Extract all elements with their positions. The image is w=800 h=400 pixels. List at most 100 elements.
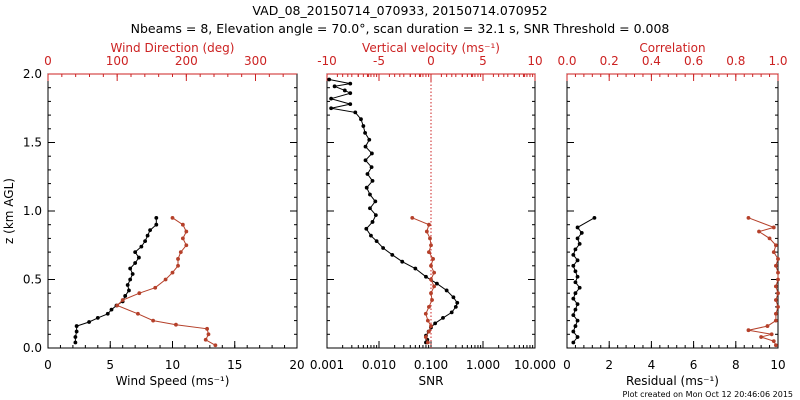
- data-point-correlation: [771, 339, 776, 344]
- data-point-correlation: [776, 270, 780, 275]
- data-point-correlation: [746, 215, 751, 220]
- series-line-residual: [572, 217, 595, 343]
- data-point-snr: [329, 106, 334, 111]
- x-top-tick-label: -10: [317, 54, 337, 68]
- data-point-snr: [374, 239, 379, 244]
- data-point-correlation: [757, 229, 761, 234]
- data-point-vertical-velocity: [427, 305, 431, 309]
- x-top-tick-label: 0.2: [600, 54, 619, 68]
- data-point-snr: [369, 233, 373, 238]
- data-point-wind-direction: [174, 322, 178, 327]
- data-point-snr: [369, 165, 374, 170]
- data-point-snr: [381, 246, 386, 250]
- x-bottom-tick-label: 2: [605, 358, 613, 372]
- data-point-wind-direction: [180, 222, 185, 227]
- data-point-snr: [363, 131, 367, 135]
- data-point-correlation: [773, 298, 778, 302]
- data-point-wind-direction: [115, 303, 120, 308]
- data-point-vertical-velocity: [425, 340, 430, 345]
- data-point-snr: [368, 206, 372, 211]
- data-point-correlation: [771, 250, 776, 255]
- data-point-snr: [373, 213, 378, 218]
- data-point-vertical-velocity: [423, 311, 428, 316]
- series-line-wind-direction: [116, 217, 216, 346]
- data-point-wind-speed: [73, 335, 78, 339]
- data-point-residual: [592, 215, 597, 220]
- data-point-wind-direction: [178, 250, 183, 255]
- data-point-correlation: [769, 332, 774, 337]
- data-point-wind-direction: [180, 236, 185, 241]
- data-point-wind-speed: [130, 272, 135, 276]
- data-point-vertical-velocity: [430, 298, 434, 302]
- data-point-residual: [571, 252, 576, 257]
- data-point-wind-direction: [136, 311, 140, 316]
- y-tick-label: 0.5: [23, 273, 42, 287]
- data-point-snr: [424, 274, 428, 279]
- data-point-snr: [359, 117, 363, 122]
- data-point-snr: [370, 220, 375, 224]
- data-point-wind-direction: [153, 285, 158, 290]
- x-bottom-tick-label: 1.000: [466, 358, 500, 372]
- data-point-wind-speed: [74, 329, 79, 334]
- data-point-snr: [364, 185, 369, 190]
- data-point-wind-speed: [139, 244, 144, 249]
- data-point-snr: [373, 199, 378, 204]
- data-point-vertical-velocity: [432, 270, 437, 275]
- x-bottom-axis-label: Wind Speed (ms⁻¹): [116, 374, 230, 388]
- data-point-residual: [575, 302, 580, 307]
- data-point-snr: [369, 151, 374, 156]
- x-top-tick-label: 1.0: [768, 54, 787, 68]
- data-point-wind-speed: [127, 288, 131, 293]
- data-point-residual: [573, 269, 578, 274]
- x-bottom-tick-label: 10: [165, 358, 180, 372]
- x-top-tick-label: 300: [244, 54, 267, 68]
- data-point-wind-direction: [170, 215, 175, 220]
- data-point-residual: [575, 258, 580, 263]
- data-point-vertical-velocity: [428, 236, 432, 241]
- x-top-tick-label: 0.8: [726, 54, 745, 68]
- x-bottom-tick-label: 5: [106, 358, 114, 372]
- x-bottom-tick-label: 20: [289, 358, 304, 372]
- data-point-snr: [449, 310, 454, 315]
- data-point-residual: [575, 236, 580, 241]
- data-point-residual: [573, 280, 578, 285]
- data-point-correlation: [746, 328, 751, 333]
- data-point-snr: [348, 91, 353, 96]
- data-point-correlation: [771, 225, 776, 230]
- data-point-wind-speed: [128, 266, 133, 271]
- data-point-correlation: [773, 284, 778, 289]
- data-point-residual: [577, 285, 582, 290]
- data-point-snr: [353, 110, 358, 115]
- data-point-wind-speed: [148, 228, 152, 233]
- y-tick-label: 2.0: [23, 67, 42, 81]
- x-bottom-tick-label: 0: [44, 358, 52, 372]
- panel-wind: 0.0 0.5 1.0 1.5 2.0 z (km AGL) 0 5 10 15 20 Wind Sp…: [2, 41, 305, 388]
- data-point-wind-speed: [143, 239, 148, 244]
- data-point-wind-speed: [109, 307, 114, 312]
- data-point-snr: [363, 158, 368, 163]
- x-bottom-tick-label: 0.010: [362, 358, 396, 372]
- data-point-snr: [400, 259, 405, 264]
- x-bottom-axis-label: Residual (ms⁻¹): [626, 374, 719, 388]
- data-point-correlation: [773, 318, 778, 323]
- x-top-tick-label: 0.6: [684, 54, 703, 68]
- x-top-axis-label: Vertical velocity (ms⁻¹): [362, 41, 500, 55]
- data-point-vertical-velocity: [429, 277, 433, 282]
- data-point-wind-direction: [206, 332, 211, 337]
- data-point-residual: [579, 231, 584, 235]
- data-point-correlation: [776, 277, 780, 282]
- data-point-snr: [441, 315, 445, 320]
- panel-vertical: 0.001 0.010 0.100 1.000 10.000 SNR -10 -5 0 5 10 Ve…: [310, 41, 556, 388]
- series-line-snr: [329, 79, 458, 343]
- data-point-wind-speed: [105, 311, 110, 316]
- data-point-wind-speed: [154, 215, 159, 220]
- data-point-wind-speed: [136, 255, 141, 260]
- data-point-residual: [577, 241, 582, 246]
- data-point-vertical-velocity: [427, 222, 431, 227]
- data-point-wind-speed: [133, 250, 138, 255]
- x-bottom-tick-label: 0.001: [310, 358, 344, 372]
- x-top-tick-label: 200: [175, 54, 198, 68]
- data-point-correlation: [773, 243, 778, 248]
- data-point-wind-direction: [163, 277, 168, 282]
- x-bottom-tick-label: 10.000: [514, 358, 556, 372]
